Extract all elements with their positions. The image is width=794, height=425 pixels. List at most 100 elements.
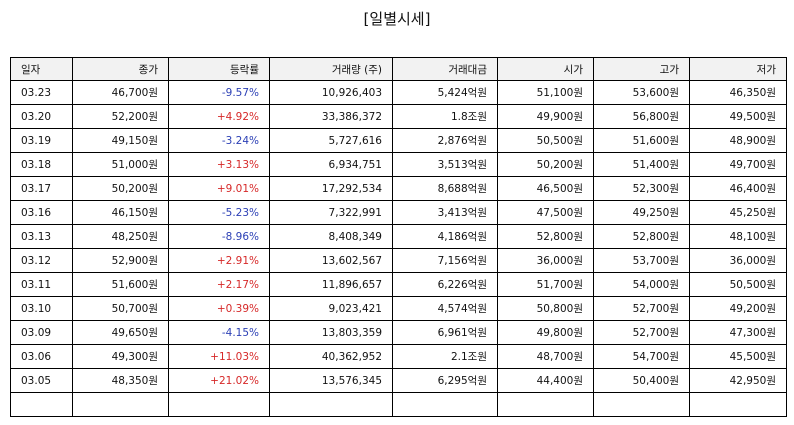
cell-volume: 11,896,657 <box>269 272 393 297</box>
cell-volume: 7,322,991 <box>269 200 393 225</box>
table-header-row: 일자 종가 등락률 거래량 (주) 거래대금 시가 고가 저가 <box>10 57 787 81</box>
cell-change: +2.91% <box>168 248 270 273</box>
cell-date: 03.09 <box>10 320 73 345</box>
cell-volume: 40,362,952 <box>269 344 393 369</box>
cell-volume: 9,023,421 <box>269 296 393 321</box>
table-row: 03.17 50,200원 +9.01% 17,292,534 8,688억원 46,50… <box>10 176 787 201</box>
cell-low: 36,000원 <box>689 248 787 273</box>
cell-date: 03.17 <box>10 176 73 201</box>
cell-change: +0.39% <box>168 296 270 321</box>
cell-low: 46,400원 <box>689 176 787 201</box>
table-row: 03.09 49,650원 -4.15% 13,803,359 6,961억원 49,80… <box>10 320 787 345</box>
cell-open <box>497 392 594 417</box>
column-header-date: 일자 <box>10 57 73 81</box>
cell-low: 49,700원 <box>689 152 787 177</box>
column-header-open: 시가 <box>497 57 594 81</box>
cell-close: 52,900원 <box>72 248 169 273</box>
cell-amount: 3,513억원 <box>392 152 498 177</box>
cell-high: 56,800원 <box>593 104 690 129</box>
cell-close: 46,150원 <box>72 200 169 225</box>
cell-high: 52,700원 <box>593 320 690 345</box>
cell-low: 47,300원 <box>689 320 787 345</box>
cell-date: 03.11 <box>10 272 73 297</box>
cell-open: 36,000원 <box>497 248 594 273</box>
table-row: 03.11 51,600원 +2.17% 11,896,657 6,226억원 51,70… <box>10 272 787 297</box>
cell-date: 03.06 <box>10 344 73 369</box>
cell-open: 48,700원 <box>497 344 594 369</box>
cell-volume: 10,926,403 <box>269 80 393 105</box>
cell-low: 48,900원 <box>689 128 787 153</box>
cell-change: -9.57% <box>168 80 270 105</box>
cell-low: 50,500원 <box>689 272 787 297</box>
cell-high: 50,400원 <box>593 368 690 393</box>
cell-high: 51,400원 <box>593 152 690 177</box>
cell-change: +3.13% <box>168 152 270 177</box>
cell-open: 47,500원 <box>497 200 594 225</box>
table-row: 03.19 49,150원 -3.24% 5,727,616 2,876억원 50,500… <box>10 128 787 153</box>
cell-high: 52,300원 <box>593 176 690 201</box>
table-row: 03.23 46,700원 -9.57% 10,926,403 5,424억원 51,10… <box>10 80 787 105</box>
cell-date: 03.12 <box>10 248 73 273</box>
cell-high: 49,250원 <box>593 200 690 225</box>
column-header-close: 종가 <box>72 57 169 81</box>
cell-close: 51,000원 <box>72 152 169 177</box>
cell-high <box>593 392 690 417</box>
cell-change: -5.23% <box>168 200 270 225</box>
cell-volume: 6,934,751 <box>269 152 393 177</box>
cell-close: 49,150원 <box>72 128 169 153</box>
table-row: 03.10 50,700원 +0.39% 9,023,421 4,574억원 50,800… <box>10 296 787 321</box>
cell-open: 46,500원 <box>497 176 594 201</box>
cell-close: 49,650원 <box>72 320 169 345</box>
cell-close <box>72 392 169 417</box>
cell-high: 54,700원 <box>593 344 690 369</box>
column-header-volume: 거래량 (주) <box>269 57 393 81</box>
cell-amount: 1.8조원 <box>392 104 498 129</box>
cell-volume: 13,602,567 <box>269 248 393 273</box>
table-row: 03.13 48,250원 -8.96% 8,408,349 4,186억원 52,800… <box>10 224 787 249</box>
table-row: 03.06 49,300원 +11.03% 40,362,952 2.1조원 48,700… <box>10 344 787 369</box>
cell-close: 50,700원 <box>72 296 169 321</box>
cell-change: -8.96% <box>168 224 270 249</box>
cell-date: 03.23 <box>10 80 73 105</box>
table-body: 03.23 46,700원 -9.57% 10,926,403 5,424억원 51,10… <box>10 80 787 417</box>
table-row: 03.12 52,900원 +2.91% 13,602,567 7,156억원 36,00… <box>10 248 787 273</box>
cell-open: 51,100원 <box>497 80 594 105</box>
table-row: 03.05 48,350원 +21.02% 13,576,345 6,295억원 44,4… <box>10 368 787 393</box>
column-header-high: 고가 <box>593 57 690 81</box>
cell-low: 42,950원 <box>689 368 787 393</box>
cell-date: 03.19 <box>10 128 73 153</box>
cell-open: 49,900원 <box>497 104 594 129</box>
cell-change: +4.92% <box>168 104 270 129</box>
cell-low: 49,200원 <box>689 296 787 321</box>
cell-high: 51,600원 <box>593 128 690 153</box>
column-header-change: 등락률 <box>168 57 270 81</box>
cell-change: -3.24% <box>168 128 270 153</box>
cell-amount <box>392 392 498 417</box>
cell-volume: 5,727,616 <box>269 128 393 153</box>
page-title: [일별시세] <box>363 10 431 28</box>
cell-open: 49,800원 <box>497 320 594 345</box>
cell-amount: 2,876억원 <box>392 128 498 153</box>
cell-date: 03.05 <box>10 368 73 393</box>
cell-amount: 4,186억원 <box>392 224 498 249</box>
cell-low: 49,500원 <box>689 104 787 129</box>
cell-low: 48,100원 <box>689 224 787 249</box>
cell-volume: 8,408,349 <box>269 224 393 249</box>
cell-low <box>689 392 787 417</box>
cell-date: 03.18 <box>10 152 73 177</box>
cell-amount: 5,424억원 <box>392 80 498 105</box>
cell-date: 03.13 <box>10 224 73 249</box>
cell-volume: 13,803,359 <box>269 320 393 345</box>
cell-amount: 3,413억원 <box>392 200 498 225</box>
cell-open: 44,400원 <box>497 368 594 393</box>
cell-close: 51,600원 <box>72 272 169 297</box>
cell-close: 49,300원 <box>72 344 169 369</box>
cell-change: +9.01% <box>168 176 270 201</box>
cell-date: 03.20 <box>10 104 73 129</box>
cell-amount: 6,961억원 <box>392 320 498 345</box>
cell-amount: 4,574억원 <box>392 296 498 321</box>
column-header-amount: 거래대금 <box>392 57 498 81</box>
cell-high: 52,800원 <box>593 224 690 249</box>
cell-open: 50,800원 <box>497 296 594 321</box>
cell-volume: 17,292,534 <box>269 176 393 201</box>
